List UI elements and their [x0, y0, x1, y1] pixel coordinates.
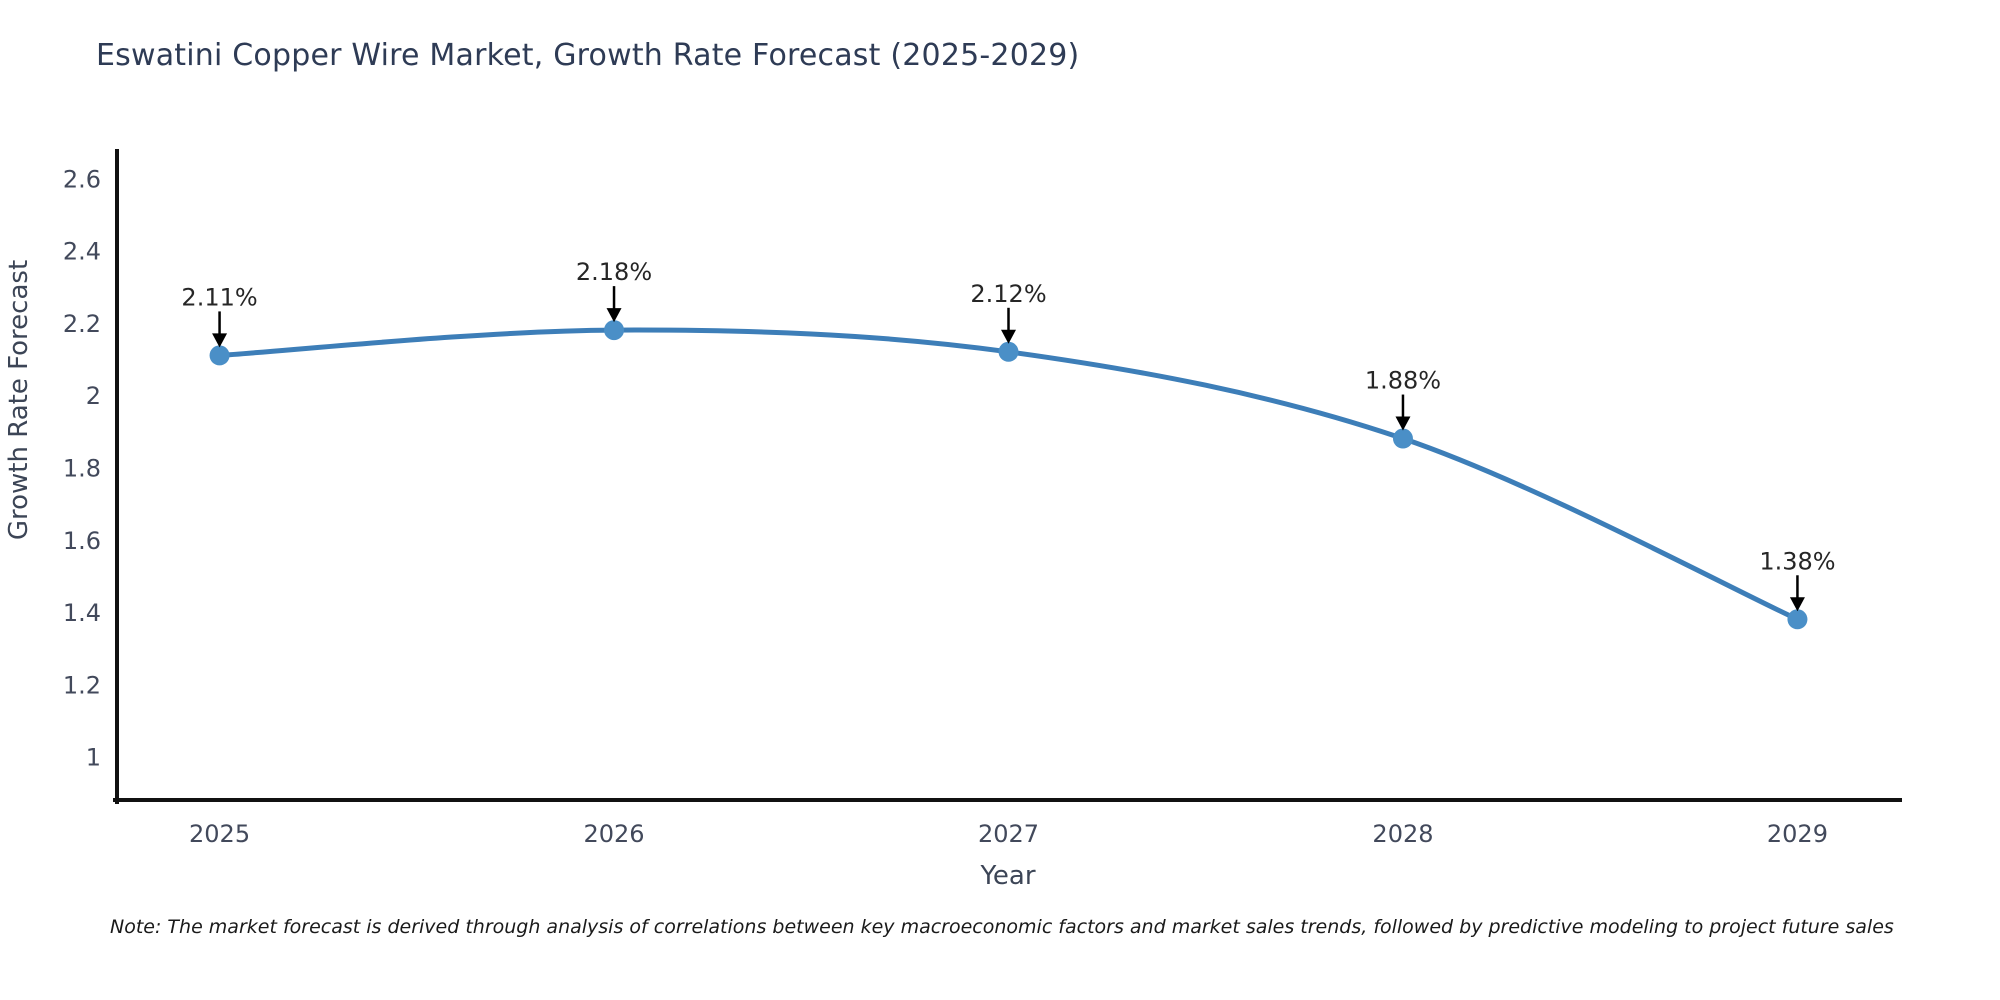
x-tick-label: 2025 — [189, 820, 250, 848]
annotation-arrowhead — [1001, 329, 1016, 344]
x-tick-label: 2026 — [583, 820, 644, 848]
forecast-series — [209, 320, 1808, 630]
y-tick-label: 2.2 — [63, 310, 101, 338]
annotation-arrowhead — [1395, 416, 1411, 431]
annotation-label: 1.88% — [1365, 367, 1441, 395]
data-point-marker — [998, 341, 1019, 362]
data-point-marker — [1787, 609, 1808, 630]
chart-title: Eswatini Copper Wire Market, Growth Rate… — [96, 38, 1080, 73]
y-tick-label: 1.2 — [63, 671, 101, 699]
annotation-arrowhead — [212, 333, 228, 348]
y-tick-label: 1.8 — [63, 454, 101, 482]
x-tick-label: 2028 — [1372, 820, 1433, 848]
y-tick-label: 1.6 — [63, 527, 101, 555]
footnote: Note: The market forecast is derived thr… — [110, 916, 1894, 938]
x-tick-label: 2027 — [978, 820, 1039, 848]
data-point-marker — [209, 345, 230, 366]
forecast-line — [217, 327, 1800, 622]
data-point-marker — [604, 320, 625, 341]
data-point-marker — [1392, 428, 1413, 449]
x-axis-ticks: 2025 2026 2027 2028 2029 — [189, 820, 1828, 848]
y-axis-title: Growth Rate Forecast — [4, 260, 34, 540]
y-tick-label: 2 — [86, 382, 101, 410]
annotation-arrowhead — [606, 308, 622, 323]
y-axis-ticks: 1 1.2 1.4 1.6 1.8 2 2.2 2.4 2.6 — [63, 165, 101, 771]
y-tick-label: 2.4 — [63, 238, 101, 266]
annotation-label: 2.12% — [970, 280, 1046, 308]
y-tick-label: 2.6 — [63, 165, 101, 193]
annotation-arrowhead — [1789, 597, 1805, 612]
annotation-label: 2.11% — [181, 283, 257, 311]
annotations: 2.11% 2.18% 2.12% 1.88% 1.38% — [181, 258, 1836, 612]
y-tick-label: 1 — [86, 744, 101, 772]
annotation-label: 1.38% — [1759, 547, 1835, 575]
annotation-label: 2.18% — [576, 258, 652, 286]
y-tick-label: 1.4 — [63, 599, 101, 627]
x-tick-label: 2029 — [1767, 820, 1828, 848]
x-axis-title: Year — [979, 861, 1035, 891]
